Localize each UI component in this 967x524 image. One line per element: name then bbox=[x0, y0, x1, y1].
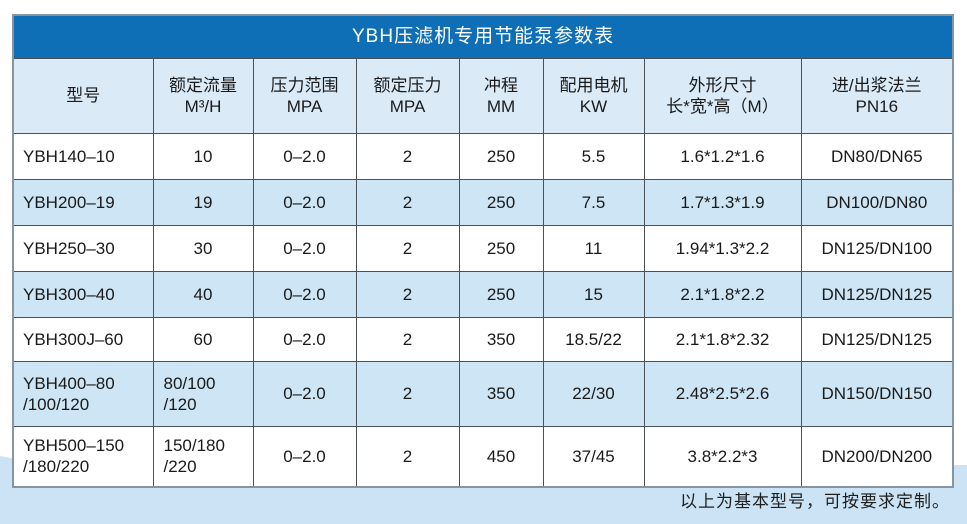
table-cell: 30 bbox=[152, 225, 254, 272]
table-cell: 3.8*2.2*3 bbox=[643, 426, 802, 487]
table-cell: 250 bbox=[458, 271, 544, 318]
table-cell: YBH250–30 bbox=[12, 225, 154, 272]
table-cell: DN80/DN65 bbox=[800, 133, 954, 180]
table-cell: 0–2.0 bbox=[252, 133, 357, 180]
table-cell: 2 bbox=[355, 361, 460, 427]
table-cell: 80/100 /120 bbox=[152, 361, 254, 427]
table-cell: YBH500–150 /180/220 bbox=[12, 426, 154, 487]
table-cell: 0–2.0 bbox=[252, 179, 357, 226]
footer-note: 以上为基本型号，可按要求定制。 bbox=[680, 492, 950, 511]
table-row: YBH300J–60 60 0–2.0 2 350 18.5/22 2.1*1.8*2.32… bbox=[12, 317, 954, 362]
header-cell: 型号 bbox=[12, 58, 154, 134]
table-row: YBH400–80 /100/120 80/100 /120 0–2.0 2 350 22… bbox=[12, 361, 954, 427]
header-cell: 压力范围 MPA bbox=[252, 58, 357, 134]
table-cell: 2 bbox=[355, 317, 460, 362]
table-cell: 18.5/22 bbox=[542, 317, 645, 362]
table-title: YBH压滤机专用节能泵参数表 bbox=[12, 14, 954, 59]
table-cell: 15 bbox=[542, 271, 645, 318]
table-cell: 350 bbox=[458, 361, 544, 427]
header-cell: 冲程 MM bbox=[458, 58, 544, 134]
table-cell: 0–2.0 bbox=[252, 361, 357, 427]
header-cell: 配用电机 KW bbox=[542, 58, 645, 134]
header-cell: 进/出浆法兰 PN16 bbox=[800, 58, 954, 134]
table-cell: DN125/DN100 bbox=[800, 225, 954, 272]
table-cell: 2 bbox=[355, 426, 460, 487]
table-cell: 1.94*1.3*2.2 bbox=[643, 225, 802, 272]
table-cell: 2 bbox=[355, 225, 460, 272]
table-cell: DN125/DN125 bbox=[800, 317, 954, 362]
table-title-row: YBH压滤机专用节能泵参数表 bbox=[12, 14, 954, 59]
table-cell: 0–2.0 bbox=[252, 271, 357, 318]
table-cell: 250 bbox=[458, 179, 544, 226]
table-cell: 2.1*1.8*2.32 bbox=[643, 317, 802, 362]
table-cell: 350 bbox=[458, 317, 544, 362]
header-cell: 外形尺寸 长*宽*高（M） bbox=[643, 58, 802, 134]
table-cell: 1.6*1.2*1.6 bbox=[643, 133, 802, 180]
table-cell: 7.5 bbox=[542, 179, 645, 226]
table-cell: 1.7*1.3*1.9 bbox=[643, 179, 802, 226]
table-cell: YBH300–40 bbox=[12, 271, 154, 318]
table-cell: 22/30 bbox=[542, 361, 645, 427]
table-cell: 5.5 bbox=[542, 133, 645, 180]
table-row: YBH250–30 30 0–2.0 2 250 11 1.94*1.3*2.2 DN125/… bbox=[12, 225, 954, 272]
table-row: YBH300–40 40 0–2.0 2 250 15 2.1*1.8*2.2 DN125/D… bbox=[12, 271, 954, 318]
table-cell: YBH200–19 bbox=[12, 179, 154, 226]
header-cell: 额定压力 MPA bbox=[355, 58, 460, 134]
table-row: YBH200–19 19 0–2.0 2 250 7.5 1.7*1.3*1.9 DN100/… bbox=[12, 179, 954, 226]
table-cell: DN100/DN80 bbox=[800, 179, 954, 226]
table-cell: 2 bbox=[355, 179, 460, 226]
table-cell: 150/180 /220 bbox=[152, 426, 254, 487]
table-cell: YBH300J–60 bbox=[12, 317, 154, 362]
table-cell: DN125/DN125 bbox=[800, 271, 954, 318]
table-cell: YBH140–10 bbox=[12, 133, 154, 180]
table-cell: 2 bbox=[355, 133, 460, 180]
table-row: YBH140–10 10 0–2.0 2 250 5.5 1.6*1.2*1.6 DN80/D… bbox=[12, 133, 954, 180]
table-cell: 2 bbox=[355, 271, 460, 318]
table-cell: DN200/DN200 bbox=[800, 426, 954, 487]
table-cell: 19 bbox=[152, 179, 254, 226]
table-cell: 37/45 bbox=[542, 426, 645, 487]
header-cell: 额定流量 M³/H bbox=[152, 58, 254, 134]
table-cell: 11 bbox=[542, 225, 645, 272]
table-cell: 0–2.0 bbox=[252, 426, 357, 487]
table-cell: 0–2.0 bbox=[252, 317, 357, 362]
table-cell: 250 bbox=[458, 133, 544, 180]
table-header-row: 型号 额定流量 M³/H 压力范围 MPA 额定压力 MPA 冲程 MM 配用电机 KW 外… bbox=[12, 58, 954, 134]
table-cell: 0–2.0 bbox=[252, 225, 357, 272]
table-row: YBH500–150 /180/220 150/180 /220 0–2.0 2 450… bbox=[12, 426, 954, 487]
table-cell: 60 bbox=[152, 317, 254, 362]
table-cell: 450 bbox=[458, 426, 544, 487]
table-cell: 2.48*2.5*2.6 bbox=[643, 361, 802, 427]
table-cell: 10 bbox=[152, 133, 254, 180]
parameters-table: YBH压滤机专用节能泵参数表 型号 额定流量 M³/H 压力范围 MPA 额定压力 M… bbox=[12, 14, 955, 488]
table-cell: 2.1*1.8*2.2 bbox=[643, 271, 802, 318]
table-cell: 40 bbox=[152, 271, 254, 318]
table-cell: YBH400–80 /100/120 bbox=[12, 361, 154, 427]
table-cell: DN150/DN150 bbox=[800, 361, 954, 427]
table-cell: 250 bbox=[458, 225, 544, 272]
